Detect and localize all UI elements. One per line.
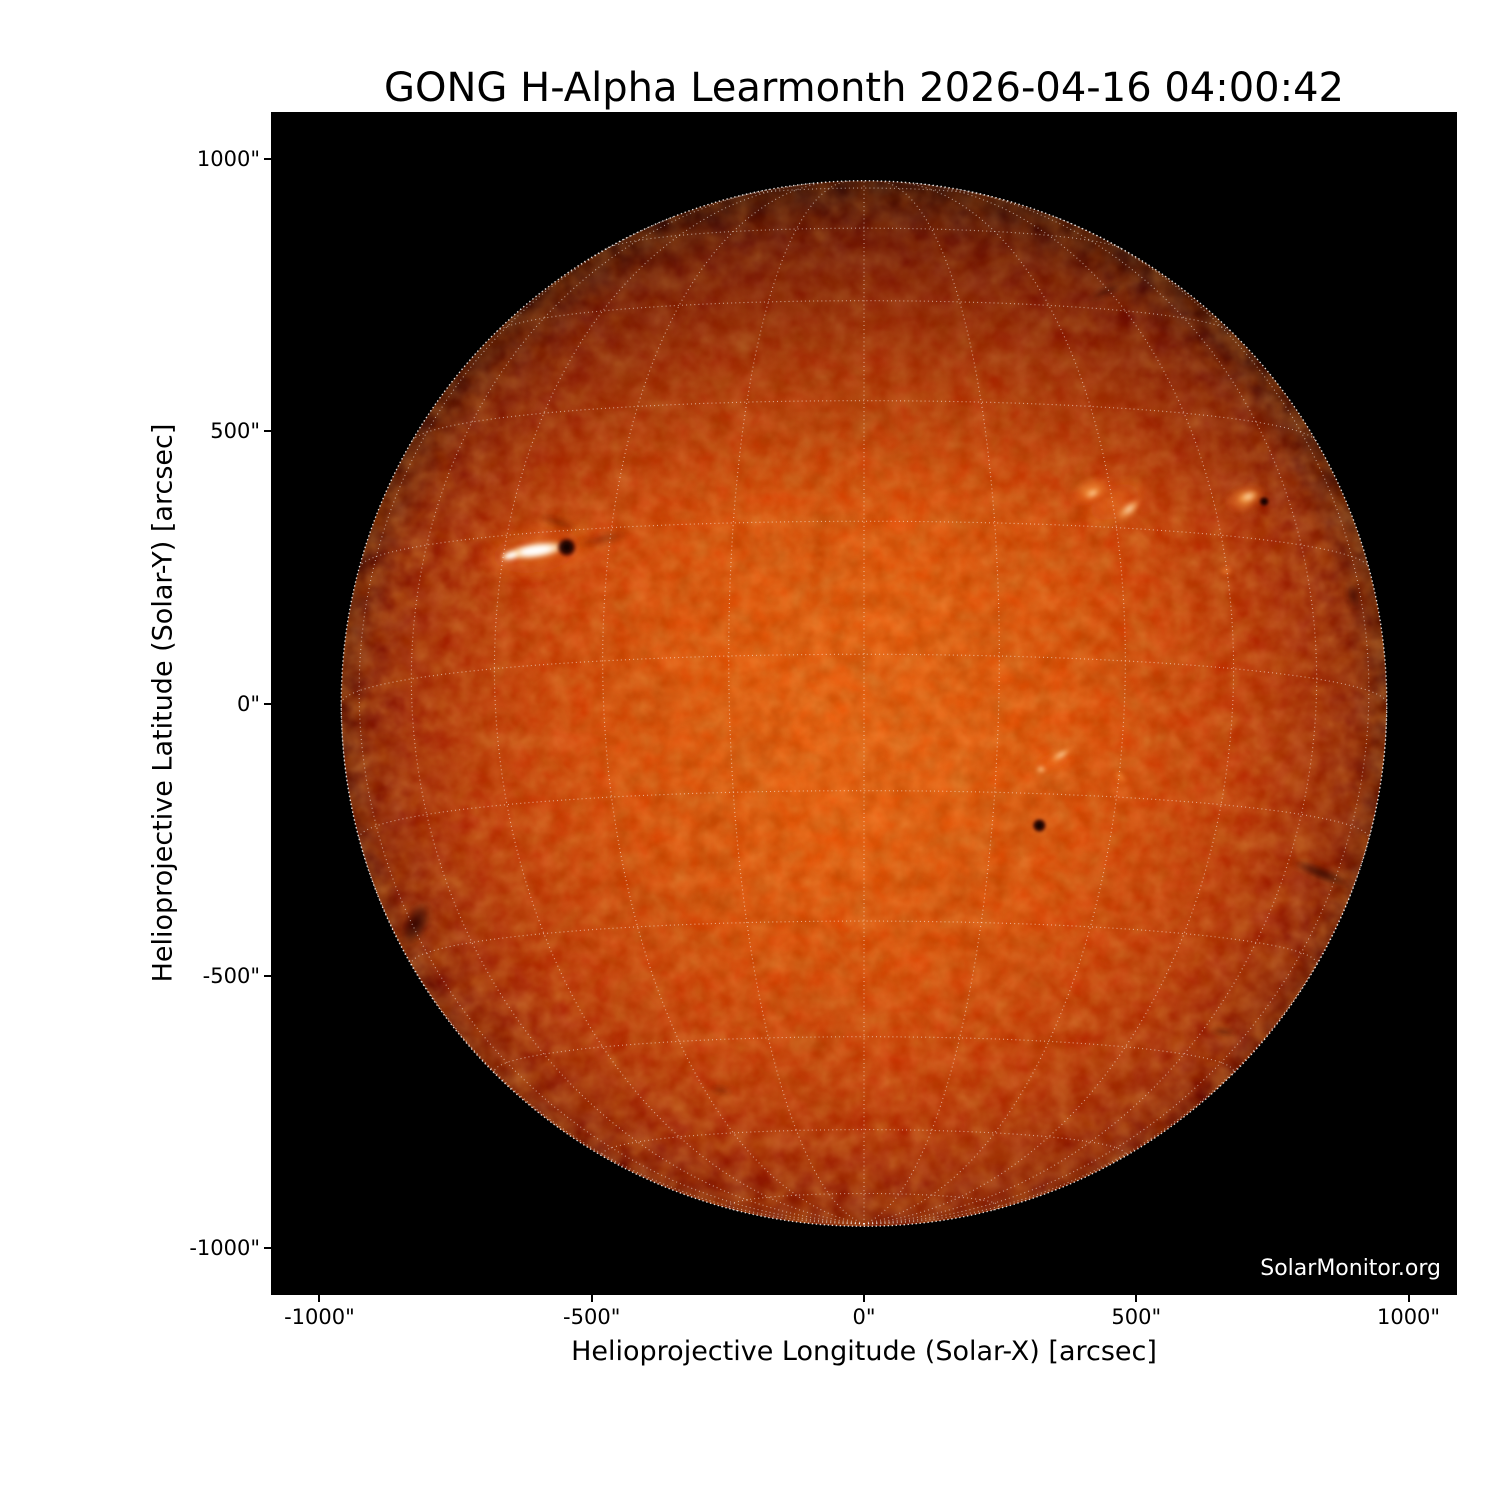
- grid-meridian-line: [863, 703, 1388, 1225]
- plage-small-w: [1219, 566, 1233, 577]
- plage-mid-b: [1034, 765, 1047, 774]
- x-tick-label: 500": [1111, 1305, 1162, 1329]
- filament-w-mid: [1346, 581, 1361, 610]
- solar-disk-image: [340, 180, 1388, 1227]
- grid-meridian-line: [340, 703, 865, 1225]
- fibril-east-ar-a: [577, 530, 629, 548]
- y-tick-label: -1000": [189, 1236, 260, 1261]
- filament-nw: [1088, 282, 1125, 301]
- filament-w-limb: [1292, 859, 1351, 887]
- plage-nw1-core-b: [1115, 497, 1143, 521]
- grid-latitude-line: [358, 790, 1370, 839]
- grid-latitude-line: [358, 520, 1370, 568]
- x-tick-mark: [590, 1295, 593, 1302]
- grid-latitude-line: [493, 1036, 1235, 1075]
- fibril-east-ar-b: [540, 514, 578, 532]
- plage-nw2-core: [1238, 489, 1259, 504]
- grid-latitude-line: [606, 227, 1122, 249]
- grid-latitude-line: [728, 1192, 1000, 1212]
- x-tick-mark: [1135, 1295, 1138, 1302]
- y-tick-label: 0": [236, 691, 260, 716]
- grid-meridian-line: [863, 181, 1126, 1225]
- y-tick-mark: [264, 974, 271, 977]
- sunspot-nw: [1258, 496, 1270, 507]
- filaments: [400, 282, 1361, 1096]
- plage-nw1-core-a: [1084, 487, 1101, 499]
- x-tick-label: -500": [563, 1305, 621, 1329]
- y-tick-mark: [264, 430, 271, 433]
- x-tick-label: 1000": [1376, 1305, 1441, 1329]
- y-tick-label: -500": [202, 963, 260, 988]
- sunspot-east-major: [556, 536, 578, 558]
- x-tick-label: 0": [852, 1305, 876, 1329]
- plot-area: SolarMonitor.org: [271, 112, 1457, 1295]
- y-tick-mark: [264, 157, 271, 160]
- y-tick-mark: [264, 1247, 271, 1250]
- y-tick-label: 1000": [196, 146, 260, 171]
- x-tick-mark: [863, 1295, 865, 1302]
- x-tick-mark: [1407, 1295, 1410, 1302]
- plage-east-core-b: [500, 549, 522, 561]
- x-axis-label: Helioprojective Longitude (Solar-X) [arc…: [571, 1336, 1157, 1367]
- sunspots: [556, 496, 1270, 834]
- grid-latitude-line: [411, 400, 1317, 441]
- plage-regions: [472, 475, 1268, 784]
- grid-meridian-line: [602, 181, 865, 1225]
- y-tick-mark: [264, 702, 271, 705]
- grid-meridian-line: [863, 215, 1370, 1225]
- grid-meridian-line: [358, 215, 865, 1225]
- sun-texture: [341, 180, 1387, 1227]
- watermark-text: SolarMonitor.org: [1260, 1256, 1441, 1281]
- plage-mid-a: [1049, 747, 1073, 763]
- limb-circle: [340, 180, 1388, 1227]
- heliographic-grid: [340, 180, 1388, 1225]
- solar-limb-outline: [340, 180, 1388, 1227]
- x-tick-label: -1000": [284, 1305, 355, 1329]
- y-tick-label: 500": [210, 419, 260, 444]
- sunspot-sw: [1031, 817, 1047, 834]
- filament-e-limb: [400, 901, 432, 947]
- plage-mid-faint: [1113, 769, 1127, 784]
- x-tick-mark: [318, 1295, 321, 1302]
- plot-title: GONG H-Alpha Learmonth 2026-04-16 04:00:…: [384, 65, 1344, 111]
- filament-s: [1210, 1028, 1237, 1036]
- filament-s-faint: [710, 1084, 732, 1096]
